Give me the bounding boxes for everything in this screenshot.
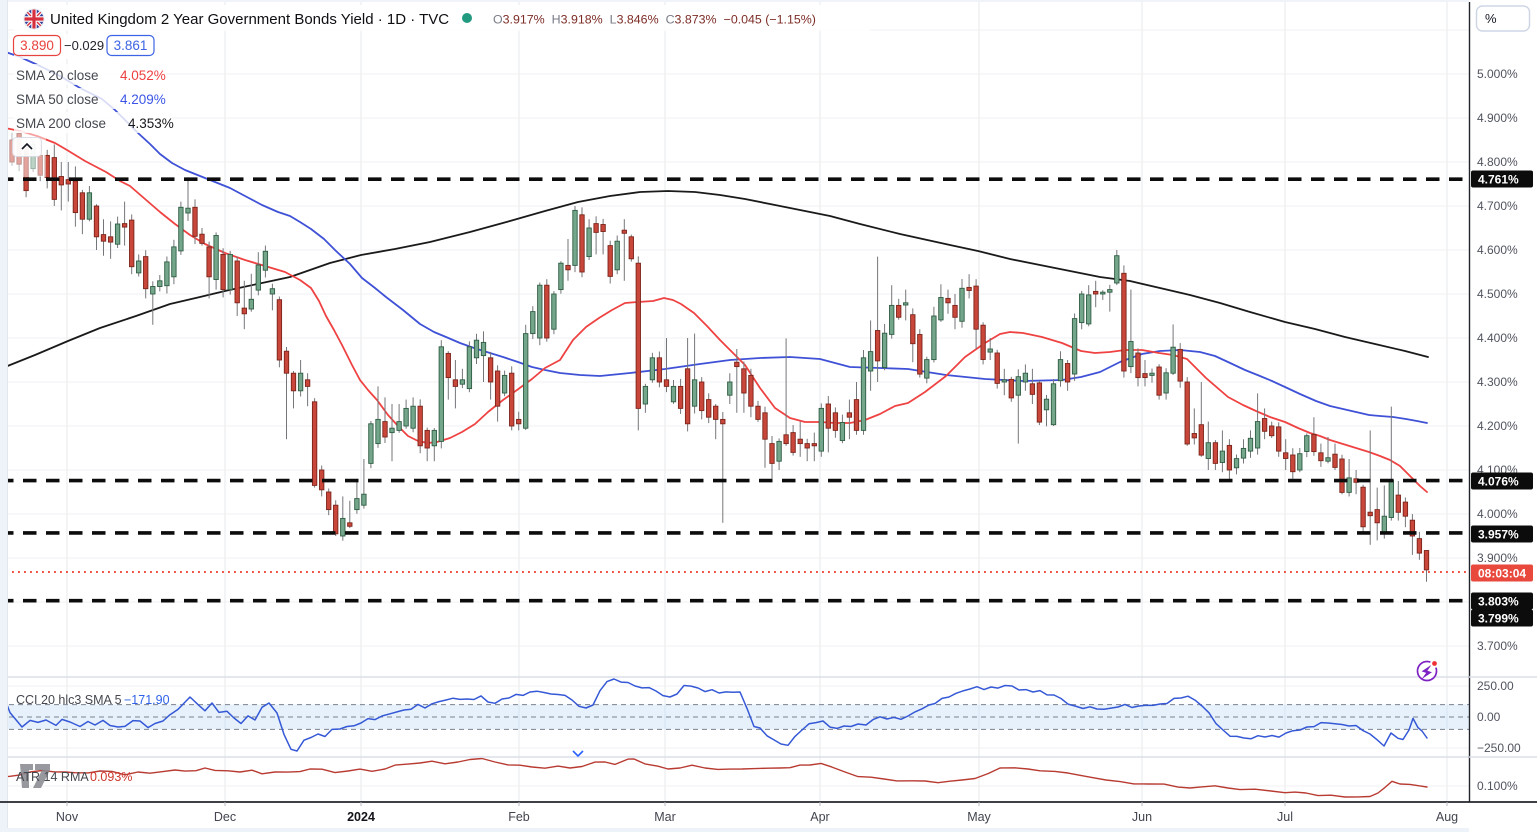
svg-text:SMA 20 close: SMA 20 close <box>16 68 99 83</box>
svg-text:4.761%: 4.761% <box>1478 173 1519 187</box>
svg-text:4.500%: 4.500% <box>1477 287 1518 301</box>
svg-text:4.900%: 4.900% <box>1477 111 1518 125</box>
svg-text:O3.917%H3.918%L3.846%C3.873%−0: O3.917% H3.918% L3.846% C3.873% −0.045 (−1.1… <box>493 13 816 27</box>
svg-text:−250.00: −250.00 <box>1477 741 1521 755</box>
svg-text:3.890: 3.890 <box>20 38 54 53</box>
svg-text:Nov: Nov <box>56 810 79 824</box>
svg-text:4.700%: 4.700% <box>1477 199 1518 213</box>
svg-text:08:03:04: 08:03:04 <box>1478 567 1526 581</box>
svg-text:4.300%: 4.300% <box>1477 375 1518 389</box>
svg-text:4.353%: 4.353% <box>128 116 174 131</box>
svg-text:0.093%: 0.093% <box>90 770 132 784</box>
svg-text:Dec: Dec <box>214 810 236 824</box>
svg-text:Apr: Apr <box>810 810 829 824</box>
svg-text:4.200%: 4.200% <box>1477 419 1518 433</box>
svg-text:3.803%: 3.803% <box>1478 595 1519 609</box>
svg-text:4.209%: 4.209% <box>120 92 166 107</box>
svg-text:3.861: 3.861 <box>114 38 148 53</box>
svg-text:3.799%: 3.799% <box>1478 612 1519 626</box>
svg-text:2024: 2024 <box>347 810 375 824</box>
svg-text:−171.90: −171.90 <box>124 693 170 707</box>
svg-text:Jul: Jul <box>1277 810 1293 824</box>
svg-text:250.00: 250.00 <box>1477 679 1514 693</box>
svg-text:−0.029: −0.029 <box>64 38 104 53</box>
svg-text:4.800%: 4.800% <box>1477 155 1518 169</box>
svg-text:SMA 50 close: SMA 50 close <box>16 92 99 107</box>
svg-text:Aug: Aug <box>1436 810 1458 824</box>
svg-text:%: % <box>1485 11 1497 26</box>
svg-text:Mar: Mar <box>654 810 676 824</box>
svg-text:United Kingdom 2 Year Governme: United Kingdom 2 Year Government Bonds Y… <box>50 11 449 28</box>
svg-text:4.600%: 4.600% <box>1477 243 1518 257</box>
svg-text:3.900%: 3.900% <box>1477 551 1518 565</box>
svg-text:3.957%: 3.957% <box>1478 528 1519 542</box>
svg-text:0.100%: 0.100% <box>1477 779 1518 793</box>
svg-text:SMA 200 close: SMA 200 close <box>16 116 106 131</box>
svg-text:ATR 14 RMA: ATR 14 RMA <box>16 770 89 784</box>
svg-text:0.00: 0.00 <box>1477 710 1501 724</box>
svg-text:4.052%: 4.052% <box>120 68 166 83</box>
svg-text:Jun: Jun <box>1132 810 1152 824</box>
svg-text:Feb: Feb <box>508 810 530 824</box>
svg-text:4.000%: 4.000% <box>1477 507 1518 521</box>
svg-text:4.076%: 4.076% <box>1478 475 1519 489</box>
svg-text:5.000%: 5.000% <box>1477 67 1518 81</box>
svg-text:May: May <box>967 810 991 824</box>
svg-text:4.400%: 4.400% <box>1477 331 1518 345</box>
svg-text:CCI 20 hlc3 SMA 5: CCI 20 hlc3 SMA 5 <box>16 693 122 707</box>
svg-text:3.700%: 3.700% <box>1477 639 1518 653</box>
